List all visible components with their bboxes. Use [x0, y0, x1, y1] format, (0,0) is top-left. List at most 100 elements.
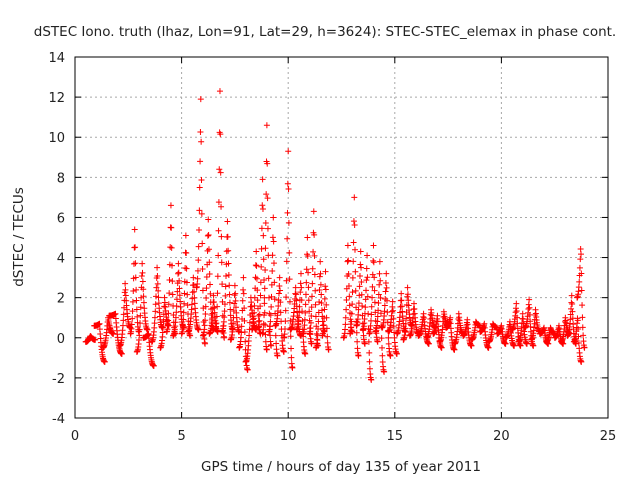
data-point: [198, 210, 205, 217]
data-point: [323, 314, 330, 321]
data-point: [242, 338, 249, 345]
data-point: [320, 321, 327, 328]
data-point: [226, 299, 233, 306]
data-point: [136, 326, 143, 333]
data-point: [519, 310, 526, 317]
data-point: [365, 310, 372, 317]
data-point: [277, 299, 284, 306]
data-point: [371, 274, 378, 281]
data-point: [122, 280, 129, 287]
data-point: [325, 346, 332, 353]
data-point: [189, 289, 196, 296]
data-point: [263, 122, 270, 129]
data-point: [276, 274, 283, 281]
data-point: [241, 317, 248, 324]
data-point: [270, 214, 277, 221]
data-point: [224, 233, 231, 240]
data-point: [315, 326, 322, 333]
data-point: [322, 283, 329, 290]
data-point: [351, 194, 358, 201]
data-point: [231, 300, 238, 307]
data-point: [321, 306, 328, 313]
data-point: [181, 290, 188, 297]
data-point: [579, 324, 586, 331]
data-point: [389, 303, 396, 310]
data-point: [377, 277, 384, 284]
data-point: [181, 300, 188, 307]
data-point: [196, 227, 203, 234]
data-point: [253, 248, 260, 255]
data-point: [265, 275, 272, 282]
data-point: [342, 314, 349, 321]
data-point: [580, 332, 587, 339]
data-point: [285, 219, 292, 226]
data-point: [321, 295, 328, 302]
data-point: [355, 352, 362, 359]
data-point: [169, 291, 176, 298]
data-point: [308, 304, 315, 311]
data-point: [101, 358, 108, 365]
data-point: [253, 262, 260, 269]
data-point: [349, 301, 356, 308]
data-point: [364, 252, 371, 259]
data-point: [284, 180, 291, 187]
data-point: [410, 311, 417, 318]
data-point: [310, 208, 317, 215]
data-point: [133, 297, 140, 304]
data-point: [217, 131, 224, 138]
data-point: [385, 334, 392, 341]
data-point: [468, 342, 475, 349]
data-point: [258, 225, 265, 232]
data-point: [180, 309, 187, 316]
data-point: [239, 297, 246, 304]
data-point: [342, 326, 349, 333]
data-point: [119, 322, 126, 329]
data-point: [183, 265, 190, 272]
y-tick-label: 0: [57, 332, 65, 347]
data-point: [575, 339, 582, 346]
data-point: [513, 300, 520, 307]
data-point: [206, 271, 213, 278]
x-tick-label: 15: [387, 429, 404, 444]
x-tick-label: 25: [600, 429, 617, 444]
data-point: [258, 245, 265, 252]
data-point: [511, 342, 518, 349]
data-point: [120, 311, 127, 318]
data-point: [355, 311, 362, 318]
data-point: [155, 294, 162, 301]
data-point: [282, 325, 289, 332]
data-point: [301, 316, 308, 323]
data-point: [207, 281, 214, 288]
data-point: [374, 318, 381, 325]
y-tick-label: 8: [57, 171, 65, 186]
data-point: [176, 285, 183, 292]
data-point: [254, 297, 261, 304]
data-point: [168, 244, 175, 251]
data-point: [190, 274, 197, 281]
data-point: [211, 304, 218, 311]
data-point: [260, 256, 267, 263]
data-point: [241, 305, 248, 312]
data-point: [151, 314, 158, 321]
data-point: [576, 278, 583, 285]
data-point: [309, 280, 316, 287]
data-point: [305, 269, 312, 276]
data-point: [140, 286, 147, 293]
data-point: [195, 326, 202, 333]
data-point: [222, 283, 229, 290]
data-point: [270, 238, 277, 245]
data-point: [196, 184, 203, 191]
data-point: [366, 358, 373, 365]
y-tick-label: -2: [52, 372, 65, 387]
data-point: [144, 326, 151, 333]
data-point: [154, 273, 161, 280]
data-point: [223, 273, 230, 280]
data-point: [277, 309, 284, 316]
data-point: [398, 303, 405, 310]
data-point: [285, 148, 292, 155]
data-point: [168, 224, 175, 231]
data-point: [352, 268, 359, 275]
data-point: [297, 289, 304, 296]
data-point: [221, 314, 228, 321]
data-point: [226, 282, 233, 289]
